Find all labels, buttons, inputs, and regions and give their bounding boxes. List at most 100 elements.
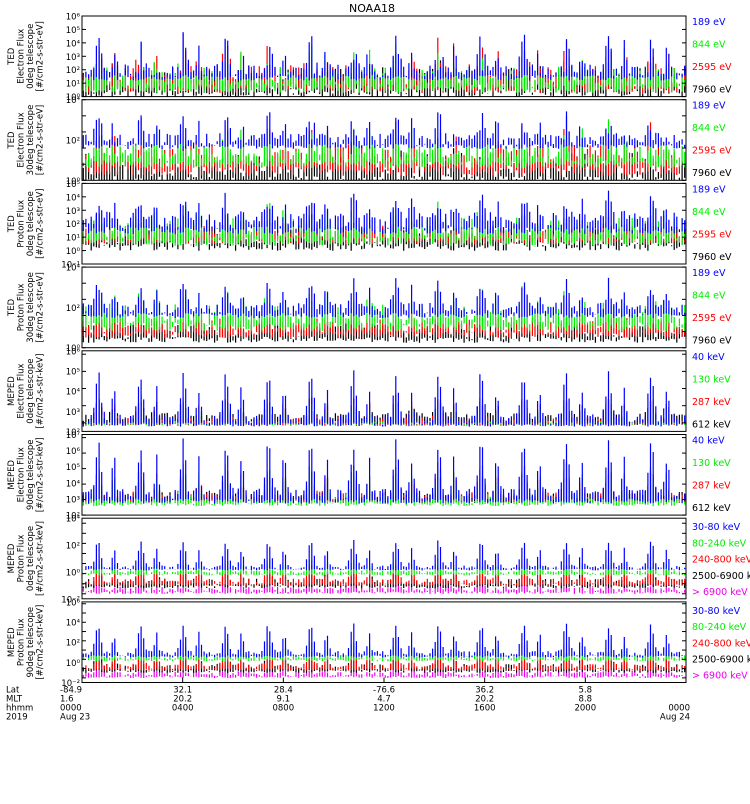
series-line-130-kev — [82, 462, 686, 507]
legend-entry: 40 keV — [692, 436, 725, 447]
y-axis-label-line: [#/cm2-s-str-eV] — [36, 272, 46, 342]
y-axis-label-line: [#/cm2-s-str-eV] — [36, 105, 46, 175]
x-tick-label-mlt: 20.2 — [173, 695, 192, 705]
series-line-2500-6900-kev — [82, 652, 686, 673]
panel-3: 10⁻¹ 10⁰ 10¹ 10² 10³ 10⁴ 10⁵ TED Proton Flux 0deg… — [7, 180, 732, 271]
y-tick-label: 10² — [66, 542, 80, 552]
series-line-7960-ev — [82, 315, 686, 343]
x-tick-label-mlt: 20.2 — [475, 695, 494, 705]
y-axis-label-line: 30deg telescope — [26, 105, 36, 176]
y-axis-label-line: 0deg telescope — [26, 526, 36, 591]
y-axis-label-line: TED — [7, 215, 17, 234]
x-tick-label-lat: 5.8 — [579, 686, 593, 696]
y-tick-label: 10³ — [66, 207, 80, 217]
legend-entry: 612 keV — [692, 503, 731, 514]
y-axis-label-line: Electron Flux — [17, 112, 27, 167]
series-line-612-kev — [82, 397, 686, 425]
y-tick-label: 10² — [66, 639, 80, 649]
y-axis-label-line: TED — [7, 298, 17, 317]
x-tick-label-lat: 36.2 — [475, 686, 494, 696]
legend-entry: 2500-6900 keV — [692, 571, 750, 582]
y-tick-label: 10² — [66, 304, 80, 314]
y-tick-label: 10⁻¹ — [61, 261, 80, 271]
y-axis-label-line: 0deg telescope — [26, 191, 36, 256]
panel-frame — [81, 99, 687, 181]
series-line-2595-ev — [82, 306, 686, 338]
series-line-240-800-kev — [82, 563, 686, 586]
legend-entry: 7960 eV — [692, 85, 732, 96]
series-line--6900-kev — [82, 581, 686, 594]
series-line-40-kev — [82, 438, 686, 504]
y-axis-label-line: 0deg telescope — [26, 358, 36, 423]
y-tick-label: 10⁶ — [66, 347, 81, 357]
x-tick-label-mlt: 8.8 — [579, 695, 593, 705]
panel-8: 10⁻² 10⁰ 10² 10⁴ 10⁶ MEPED Proton Flux 90deg te… — [7, 598, 750, 689]
series-line-240-800-kev — [82, 651, 686, 671]
series-line--6900-kev — [82, 666, 686, 678]
x-tick-label-hhmm: 0000 — [668, 704, 690, 714]
y-tick-label: 10³ — [66, 408, 80, 418]
panel-5: 10² 10³ 10⁴ 10⁵ 10⁶ MEPED Electron Flux 0deg te… — [7, 347, 731, 438]
series-line-844-ev — [82, 201, 686, 246]
y-tick-label: 10⁴ — [66, 39, 81, 49]
legend-entry: 7960 eV — [692, 336, 732, 347]
y-tick-label: 10⁰ — [66, 568, 81, 578]
legend-entry: 130 keV — [692, 458, 731, 469]
y-tick-label: 10⁴ — [66, 193, 81, 203]
legend-entry: 844 eV — [692, 40, 726, 51]
legend-entry: 189 eV — [692, 101, 726, 112]
legend-entry: 7960 eV — [692, 252, 732, 263]
y-axis-label-line: Proton Flux — [17, 284, 27, 332]
legend-entry: > 6900 keV — [692, 587, 748, 598]
series-line-189-ev — [82, 32, 686, 81]
legend-entry: 240-800 keV — [692, 555, 750, 566]
y-tick-label: 10³ — [66, 53, 80, 63]
legend-entry: 130 keV — [692, 374, 731, 385]
panel-frame — [81, 434, 687, 516]
series-line-189-ev — [82, 277, 686, 318]
x-row-label: MLT — [6, 695, 23, 705]
y-tick-label: 10⁵ — [66, 463, 80, 473]
series-line-80-240-kev — [82, 638, 686, 662]
y-axis-label-line: [#/cm2-s-str-keV] — [36, 521, 46, 596]
x-row-label: Lat — [6, 686, 20, 696]
series-line-844-ev — [82, 41, 686, 93]
legend-entry: 40 keV — [692, 352, 725, 363]
series-line-2500-6900-kev — [82, 565, 686, 589]
series-line-130-kev — [82, 401, 686, 426]
legend-entry: 287 keV — [692, 481, 731, 492]
x-tick-label-hhmm: 0400 — [172, 704, 194, 714]
x-tick-label-hhmm: 1200 — [373, 704, 395, 714]
y-tick-label: 10² — [66, 512, 80, 522]
legend-entry: 189 eV — [692, 268, 726, 279]
y-tick-label: 10⁰ — [66, 247, 81, 257]
y-tick-label: 10⁰ — [66, 344, 81, 354]
y-axis-label-line: 90deg telescope — [26, 607, 36, 678]
legend-entry: 2595 eV — [692, 146, 732, 157]
y-axis-label-line: [#/cm2-s-str-keV] — [36, 354, 46, 429]
y-tick-label: 10⁵ — [66, 180, 80, 190]
y-tick-label: 10⁴ — [66, 264, 81, 274]
legend-entry: 30-80 keV — [692, 606, 741, 617]
series-line-7960-ev — [82, 138, 686, 181]
y-axis-label-line: [#/cm2-s-str-eV] — [36, 21, 46, 91]
y-tick-label: 10⁴ — [66, 479, 81, 489]
y-tick-label: 10⁵ — [66, 26, 80, 36]
x-tick-label-date: Aug 24 — [660, 713, 690, 723]
x-tick-label-mlt: 1.6 — [60, 695, 74, 705]
series-line-2595-ev — [82, 215, 686, 245]
legend-entry: 844 eV — [692, 291, 726, 302]
y-tick-label: 10⁻² — [61, 679, 80, 689]
y-tick-label: 10⁻² — [61, 595, 80, 605]
x-tick-label-date: Aug 23 — [60, 713, 90, 723]
y-tick-label: 10⁷ — [66, 431, 81, 441]
legend-entry: 287 keV — [692, 397, 731, 408]
y-tick-label: 10⁶ — [66, 447, 81, 457]
x-tick-label-mlt: 4.7 — [377, 695, 391, 705]
y-tick-label: 10¹ — [66, 234, 80, 244]
panel-frame — [81, 517, 687, 600]
y-tick-label: 10⁶ — [66, 598, 81, 608]
y-axis-label-line: TED — [7, 131, 17, 150]
